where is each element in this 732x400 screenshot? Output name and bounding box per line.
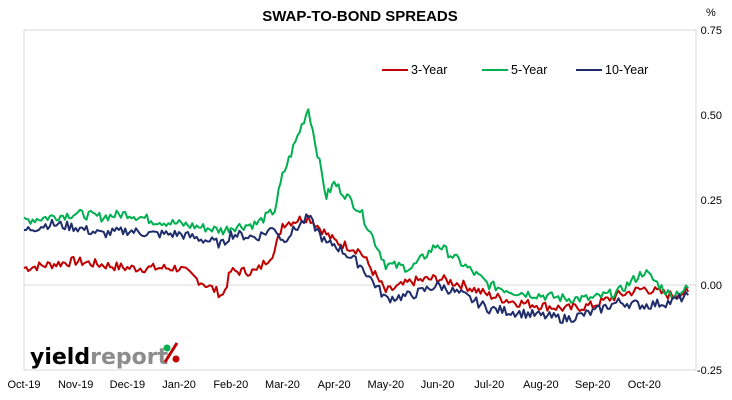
x-tick-label: May-20 xyxy=(368,379,405,391)
logo-percent-dot-bottom xyxy=(172,355,180,363)
y-tick-label: 0.75 xyxy=(701,25,722,37)
yieldreport-logo: yieldreport xyxy=(30,342,180,370)
legend-label: 10-Year xyxy=(605,63,648,77)
logo-percent-slash xyxy=(163,342,179,363)
y-axis-ticks: 0.75 0.50 0.25 0.00 -0.25 xyxy=(697,25,722,377)
series-lines xyxy=(23,108,690,324)
y-tick-label: 0.00 xyxy=(701,280,722,292)
x-tick-label: Feb-20 xyxy=(213,379,248,391)
x-tick-label: Sep-20 xyxy=(575,379,610,391)
series-line-10-year xyxy=(23,213,689,324)
x-tick-label: Jun-20 xyxy=(421,379,455,391)
legend-label: 5-Year xyxy=(511,63,547,77)
logo-report-text: report xyxy=(90,345,168,370)
x-tick-label: Oct-19 xyxy=(7,379,40,391)
legend-label: 3-Year xyxy=(411,63,447,77)
logo-percent-dot-top xyxy=(163,344,171,352)
x-tick-label: Jan-20 xyxy=(162,379,196,391)
y-tick-label: -0.25 xyxy=(697,365,722,377)
x-tick-label: Jul-20 xyxy=(474,379,504,391)
x-tick-label: Mar-20 xyxy=(265,379,300,391)
x-tick-label: Aug-20 xyxy=(523,379,558,391)
chart-title: SWAP-TO-BOND SPREADS xyxy=(262,8,458,25)
series-line-5-year xyxy=(23,108,690,304)
x-axis-ticks: Oct-19 Nov-19 Dec-19 Jan-20 Feb-20 Mar-20 Apr-… xyxy=(7,379,660,391)
legend: 3-Year 5-Year 10-Year xyxy=(382,63,648,77)
series-line-3-year xyxy=(23,214,690,312)
y-axis-unit-label: % xyxy=(706,7,716,19)
x-tick-label: Apr-20 xyxy=(318,379,351,391)
x-tick-label: Dec-19 xyxy=(110,379,145,391)
logo-yield-text: yield xyxy=(30,345,90,370)
y-tick-label: 0.50 xyxy=(701,110,722,122)
x-tick-label: Nov-19 xyxy=(58,379,93,391)
x-tick-label: Oct-20 xyxy=(628,379,661,391)
svg-text:yieldreport: yieldreport xyxy=(30,345,169,370)
logo-percent-icon xyxy=(163,342,180,363)
plot-area-frame xyxy=(23,29,697,371)
y-tick-label: 0.25 xyxy=(701,195,722,207)
